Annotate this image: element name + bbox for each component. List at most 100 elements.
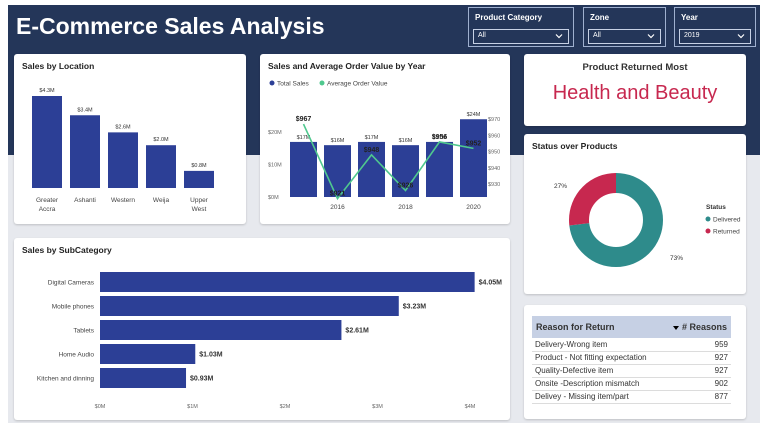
- category-label: Digital Cameras: [48, 280, 95, 287]
- count-cell: 927: [662, 351, 731, 365]
- bar[interactable]: [392, 145, 419, 197]
- category-label: Ashanti: [74, 197, 96, 204]
- reason-cell: Product - Not fitting expectation: [532, 351, 663, 365]
- category-label: Mobile phones: [52, 304, 95, 311]
- data-label: $16M: [331, 138, 345, 144]
- table-row: Delivery-Wrong item 959: [532, 338, 731, 352]
- bar[interactable]: [358, 141, 385, 197]
- reason-cell: Delivey - Missing item/part: [532, 390, 663, 404]
- kpi-value: Health and Beauty: [552, 82, 718, 104]
- returns-card: Reason for Return # Reasons Delivery-Wro…: [524, 305, 746, 419]
- category-label: West: [192, 206, 207, 213]
- reason-cell: Onsite -Description mismatch: [532, 377, 663, 391]
- y-tick-label-right: $950: [488, 150, 500, 156]
- data-label: $17M: [365, 135, 379, 141]
- bar[interactable]: [70, 115, 100, 188]
- x-tick-label: 2020: [466, 204, 481, 211]
- line-series: [302, 123, 474, 201]
- filter-year: Year 2019: [674, 7, 756, 47]
- bar[interactable]: [426, 141, 453, 197]
- data-label: $2.6M: [115, 124, 131, 130]
- slice-label: 73%: [670, 255, 683, 262]
- bar[interactable]: [100, 320, 342, 340]
- bar[interactable]: [100, 296, 399, 316]
- bar[interactable]: [290, 141, 317, 197]
- line-data-label: $952: [466, 140, 482, 147]
- data-label: $3.4M: [77, 107, 93, 113]
- bar[interactable]: [100, 368, 187, 388]
- y-tick-label: $0M: [268, 195, 279, 201]
- card-title: Status over Products: [532, 141, 618, 151]
- chevron-down-icon: [555, 34, 563, 39]
- bar[interactable]: [100, 272, 475, 292]
- year-dropdown[interactable]: 2019: [679, 29, 751, 44]
- x-tick-label: $4M: [465, 404, 476, 410]
- category-label: Home Audio: [59, 352, 95, 359]
- x-tick-label: 2016: [330, 204, 345, 211]
- column-header-count[interactable]: # Reasons: [662, 316, 731, 338]
- data-label: $16M: [399, 138, 413, 144]
- returns-table: Reason for Return # Reasons Delivery-Wro…: [532, 316, 731, 404]
- legend-marker-aov: [319, 80, 325, 86]
- page-title: E-Commerce Sales Analysis: [16, 13, 325, 39]
- sort-desc-icon: [672, 325, 679, 330]
- bar[interactable]: [460, 119, 487, 197]
- data-label: $4.3M: [39, 88, 55, 94]
- count-cell: 877: [662, 390, 731, 404]
- table-row: Product - Not fitting expectation 927: [532, 351, 731, 365]
- dropdown-value: 2019: [684, 32, 700, 39]
- product-category-dropdown[interactable]: All: [473, 29, 569, 44]
- bar[interactable]: [146, 145, 176, 188]
- legend-label: Delivered: [713, 217, 741, 224]
- status-card: Status over Products 73% 27% Status Deliver…: [524, 134, 746, 294]
- returned-most-card: Product Returned Most Health and Beauty: [524, 54, 746, 126]
- line-data-label: $926: [398, 183, 414, 190]
- data-label: $2.0M: [153, 137, 169, 143]
- count-cell: 902: [662, 377, 731, 391]
- bar[interactable]: [32, 96, 62, 188]
- table-row: Delivey - Missing item/part 877: [532, 390, 731, 404]
- legend-title: Status: [706, 204, 726, 211]
- card-title: Sales by Location: [22, 61, 95, 71]
- category-label: Kitchen and dinning: [37, 376, 94, 383]
- bar[interactable]: [184, 170, 214, 188]
- filter-label: Product Category: [475, 13, 543, 22]
- table-row: Onsite -Description mismatch 902: [532, 377, 731, 391]
- y-tick-label-right: $970: [488, 117, 500, 123]
- bar[interactable]: [100, 344, 196, 364]
- y-tick-label-right: $930: [488, 182, 500, 188]
- donut-slice[interactable]: [569, 173, 663, 267]
- kpi-label: Product Returned Most: [582, 62, 688, 73]
- sales-by-year-chart: Total Sales Average Order Value $0M $10M $20…: [268, 80, 500, 211]
- line-data-label: $948: [364, 147, 380, 154]
- data-label: $4.05M: [479, 280, 503, 287]
- table-header-row: Reason for Return # Reasons: [532, 316, 731, 338]
- status-donut-chart: 73% 27% Status Delivered Returned: [554, 173, 741, 267]
- zone-dropdown[interactable]: All: [588, 29, 661, 44]
- category-label: Greater: [36, 197, 59, 204]
- dashboard-canvas: E-Commerce Sales Analysis Product Catego…: [8, 5, 760, 423]
- data-label: $0.93M: [190, 376, 214, 383]
- bar[interactable]: [324, 145, 351, 197]
- bar[interactable]: [108, 132, 138, 188]
- filter-label: Year: [681, 13, 698, 22]
- legend-marker-sales: [269, 80, 275, 86]
- sales-by-subcategory-chart: $4.05M Digital Cameras $3.23M Mobile phones…: [37, 272, 503, 410]
- sales-by-location-chart: $4.3M Greater Accra $3.4M Ashanti $2.6M Wester…: [32, 88, 214, 213]
- legend-marker: [705, 228, 711, 234]
- sales-by-location-card: Sales by Location $4.3M Greater Accra $3.4M…: [14, 54, 246, 224]
- count-cell: 959: [662, 338, 731, 352]
- filter-label: Zone: [590, 13, 610, 22]
- sales-by-year-card: Sales and Average Order Value by Year To…: [260, 54, 510, 224]
- filter-product-category: Product Category All: [468, 7, 574, 47]
- x-tick-label: $1M: [187, 404, 198, 410]
- category-label: Upper: [190, 197, 209, 204]
- category-label: Tablets: [73, 328, 94, 335]
- line-data-label: $956: [432, 134, 448, 141]
- x-tick-label: $3M: [372, 404, 383, 410]
- x-tick-label: 2018: [398, 204, 413, 211]
- legend-label: Total Sales: [277, 81, 310, 88]
- chevron-down-icon: [737, 34, 745, 39]
- sales-by-subcategory-card: Sales by SubCategory $4.05M Digital Camer…: [14, 238, 510, 420]
- column-header-reason[interactable]: Reason for Return: [532, 316, 663, 338]
